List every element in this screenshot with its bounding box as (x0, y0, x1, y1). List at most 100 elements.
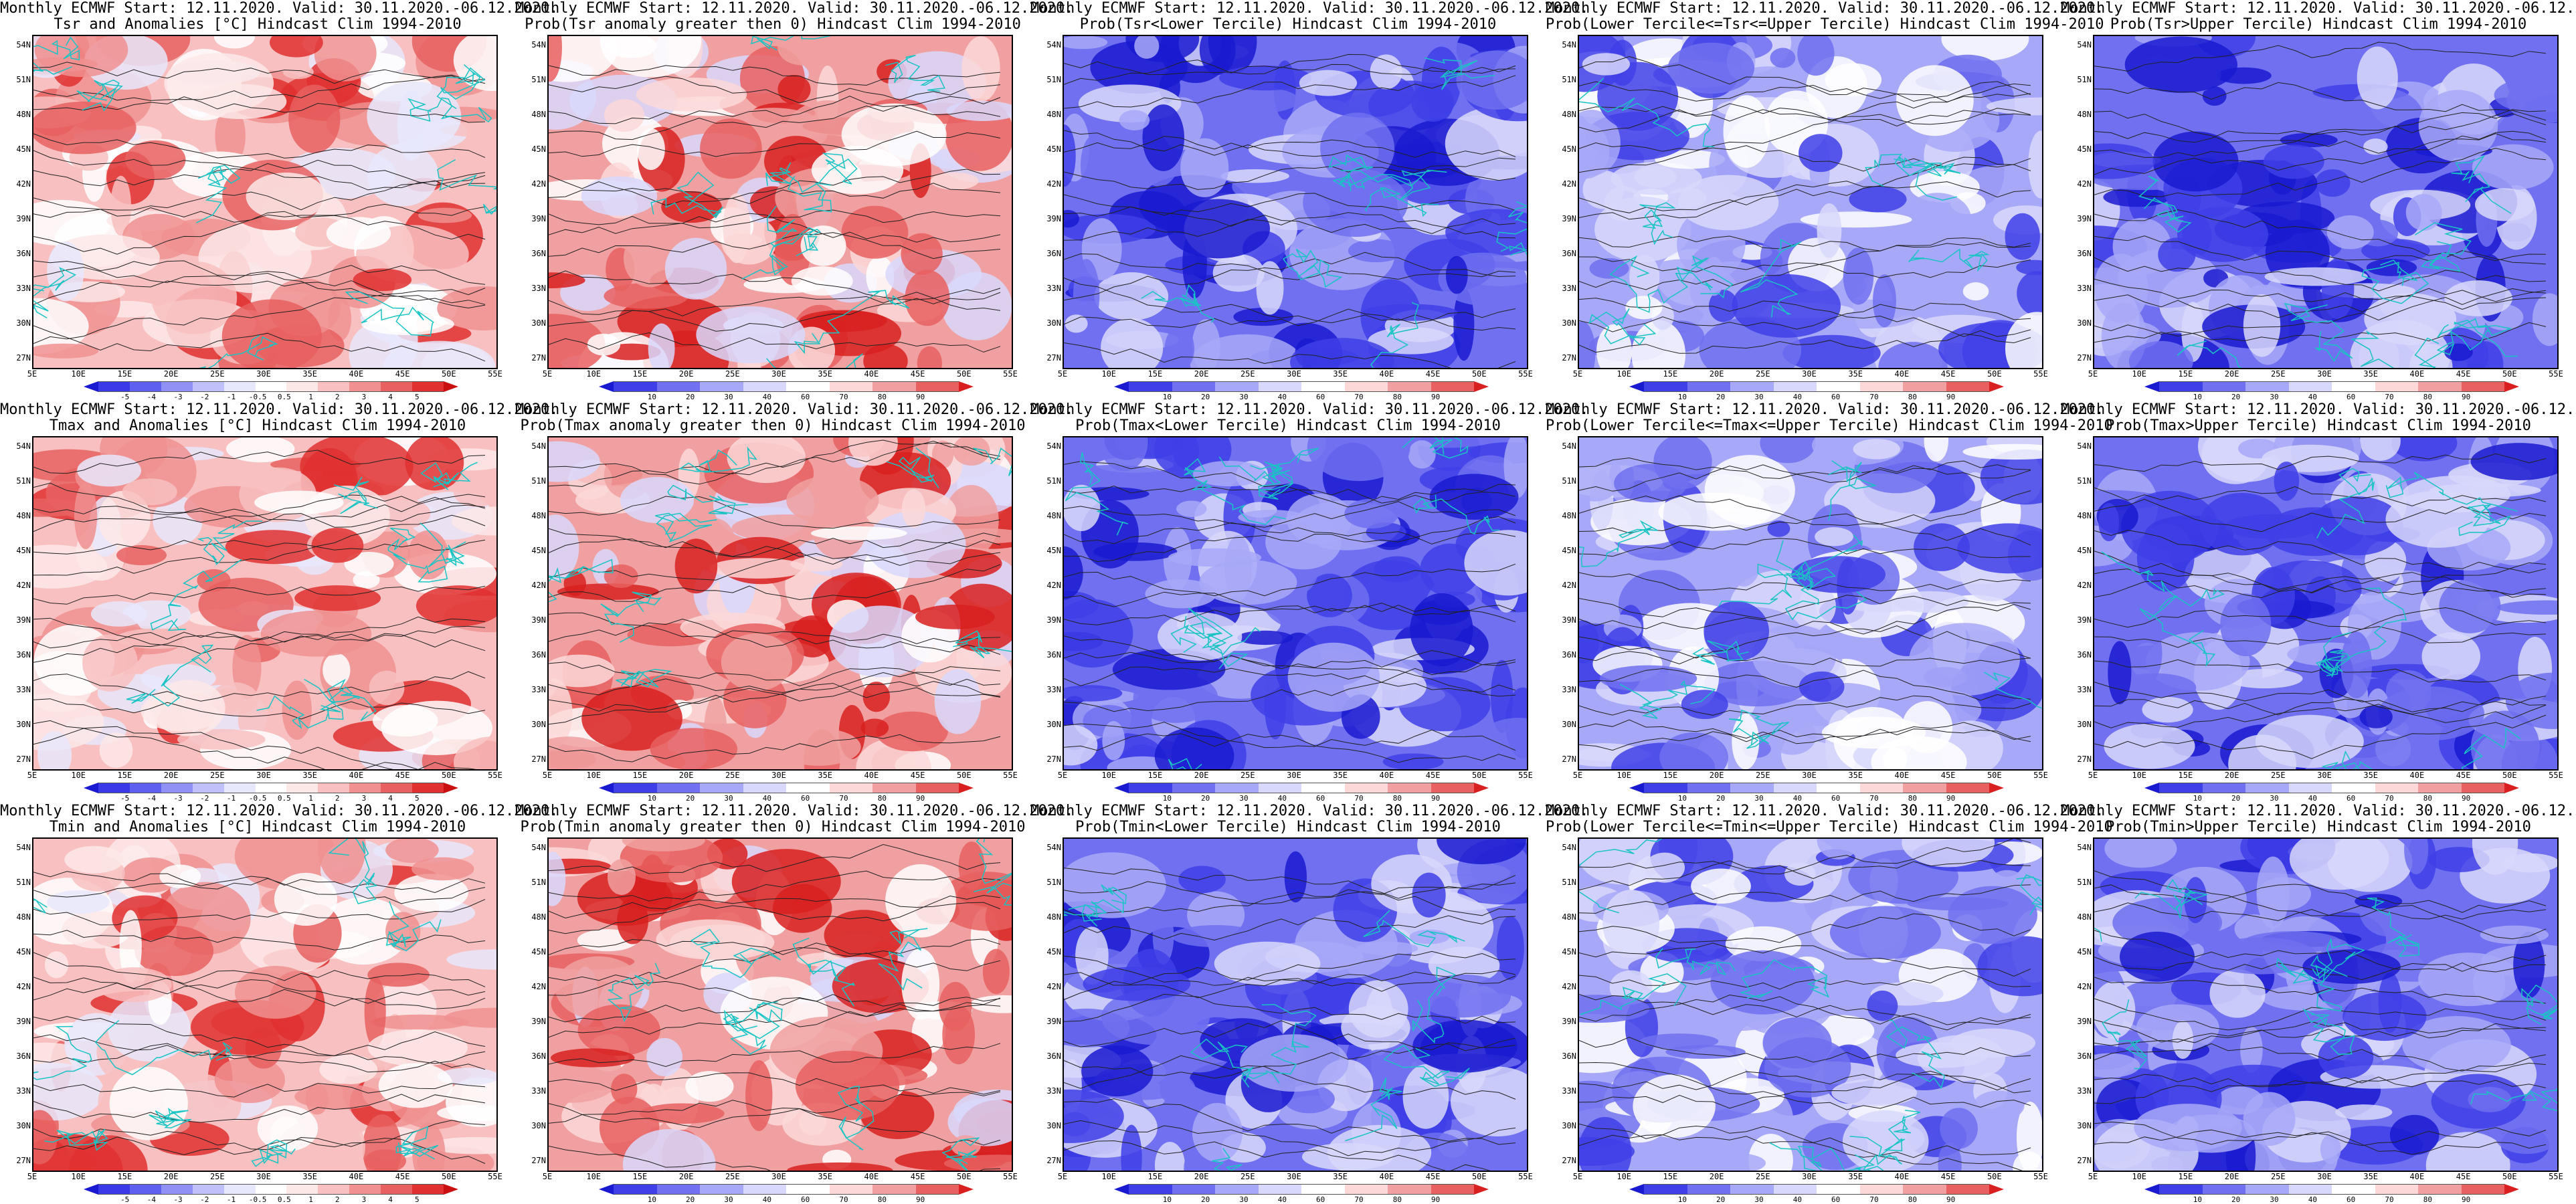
coastline (1784, 566, 1867, 621)
map-panel: Monthly ECMWF Start: 12.11.2020. Valid: … (515, 401, 1073, 803)
coastline (1769, 1142, 1861, 1171)
colorbar-bin (286, 1184, 318, 1195)
lon-label: 50E (2502, 369, 2517, 379)
colorbar-tick-label: 70 (839, 393, 848, 401)
map-canvas (33, 839, 496, 1171)
coastline (1984, 672, 2042, 709)
colorbar-tick-label: 4 (388, 794, 393, 803)
colorbar-bin (2202, 381, 2245, 392)
colorbar-arrow-low (1629, 381, 1644, 392)
lat-label: 39N (2077, 615, 2092, 625)
colorbar-bin (1903, 381, 1946, 392)
contour-line (1579, 1134, 2031, 1159)
lon-label: 55E (1003, 771, 1018, 780)
colorbar-bin (2159, 783, 2203, 793)
contour-line (1579, 83, 2031, 173)
contour-line (1064, 662, 1516, 712)
colorbar-tick-label: 80 (2423, 1195, 2432, 1204)
colorbar-tick-label: 80 (1908, 1195, 1917, 1204)
colorbar-tick-label: 2 (335, 1195, 340, 1204)
contour-line (549, 895, 1001, 934)
colorbar-arrow-low (1629, 783, 1644, 793)
colorbar-tick-label: 70 (2385, 393, 2394, 401)
contour-line (549, 666, 1001, 725)
colorbar-tick-label: -5 (120, 393, 130, 401)
coastline (1588, 308, 1657, 346)
coastline (2437, 317, 2518, 357)
colorbar-tick-label: 60 (801, 393, 810, 401)
colorbar-bin (1258, 381, 1301, 392)
colorbar-tick-label: 80 (1392, 1195, 1402, 1204)
coastline (2134, 879, 2209, 919)
coastline (1412, 966, 1456, 1043)
lon-label: 50E (956, 1172, 972, 1181)
contour-line (33, 260, 486, 309)
coastline (1619, 680, 1716, 719)
colorbar-bin (192, 783, 224, 793)
colorbar-bin (255, 1184, 287, 1195)
contour-line (2094, 550, 2547, 595)
lat-label: 54N (1562, 40, 1576, 49)
colorbar-tick-label: 30 (1754, 794, 1764, 803)
lat-label: 36N (2077, 249, 2092, 258)
lat-label: 30N (16, 318, 31, 328)
contour-line (33, 1083, 486, 1098)
coastline (655, 512, 717, 542)
map-panel: Monthly ECMWF Start: 12.11.2020. Valid: … (0, 0, 558, 401)
colorbar-tick-label: 5 (414, 1195, 420, 1204)
colorbar-tick-label: 40 (2308, 393, 2317, 401)
lon-label: 45E (1940, 369, 1956, 379)
contour-line (549, 538, 1001, 558)
lon-label: 25E (209, 1172, 225, 1181)
colorbar-tick-label: 90 (916, 393, 925, 401)
lat-label: 36N (1562, 249, 1576, 258)
lat-label: 30N (531, 1121, 546, 1130)
colorbar-bin (915, 1184, 959, 1195)
coastline (33, 36, 80, 75)
lon-label: 35E (2363, 771, 2379, 780)
lon-label: 45E (1425, 369, 1441, 379)
contour-line (549, 1003, 1001, 1038)
colorbar-tick-label: 20 (1716, 794, 1726, 803)
coastline (319, 678, 377, 721)
colorbar-bin (1946, 783, 1989, 793)
coastline (2458, 504, 2512, 536)
panel-header: Monthly ECMWF Start: 12.11.2020. Valid: … (515, 803, 1074, 819)
lon-label: 40E (349, 369, 364, 379)
lon-label: 35E (2363, 369, 2379, 379)
lon-label: 10E (1101, 771, 1117, 780)
lon-label: 5E (542, 771, 553, 780)
contour-line (2094, 82, 2547, 121)
lon-label: 15E (632, 771, 648, 780)
lat-label: 48N (1046, 110, 1061, 119)
lat-label: 45N (2077, 947, 2092, 957)
colorbar (2144, 1184, 2519, 1195)
colorbar-bin (192, 1184, 224, 1195)
contour-line (1579, 668, 2031, 701)
contour-line (2094, 530, 2547, 574)
contour-line (1064, 1043, 1516, 1079)
colorbar-tick-label: 30 (1239, 794, 1249, 803)
lon-label: 30E (1287, 369, 1301, 379)
panel-header: Monthly ECMWF Start: 12.11.2020. Valid: … (2061, 401, 2576, 418)
colorbar-tick-label: -0.5 (248, 1195, 267, 1204)
coastline (2415, 222, 2472, 272)
panel-header: Monthly ECMWF Start: 12.11.2020. Valid: … (1546, 0, 2104, 17)
lon-label: 20E (678, 1172, 694, 1181)
coastline (1212, 1148, 1243, 1171)
coastline (420, 462, 478, 490)
contour-line (2094, 884, 2547, 913)
lat-label: 39N (16, 615, 31, 625)
colorbar-arrow-low (1629, 1184, 1644, 1195)
map-frame (547, 35, 1013, 369)
lat-label: 48N (531, 110, 546, 119)
contour-line (2094, 148, 2547, 197)
lon-label: 35E (1848, 771, 1863, 780)
colorbar-bin (2159, 1184, 2203, 1195)
colorbar-bin (223, 783, 256, 793)
lat-label: 48N (1562, 110, 1576, 119)
contour-line (1064, 278, 1516, 324)
lon-label: 50E (1471, 369, 1487, 379)
contour-line (33, 62, 486, 84)
colorbar-arrow-high (443, 381, 458, 392)
